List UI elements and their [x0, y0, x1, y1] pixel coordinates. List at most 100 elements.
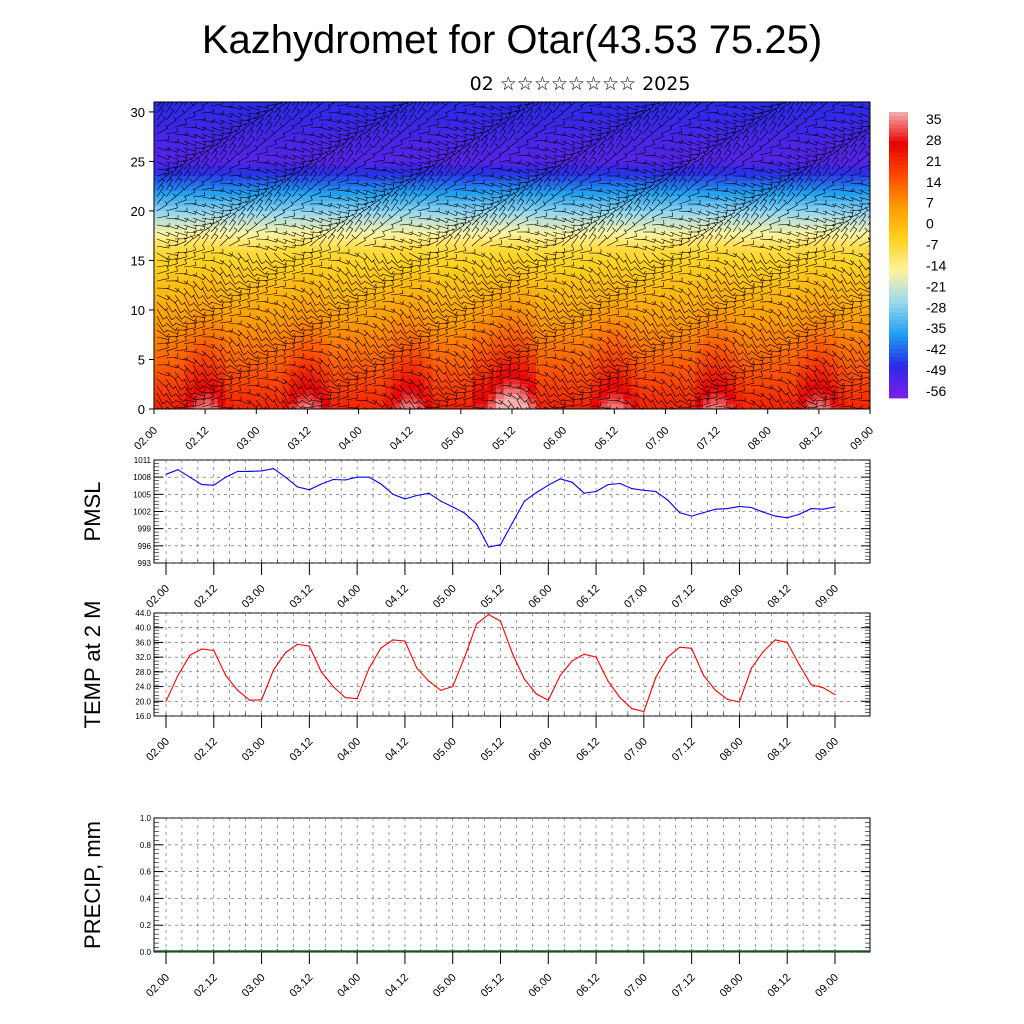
field-cell: [185, 285, 195, 291]
field-cell: [456, 151, 465, 158]
field-cell: [687, 102, 696, 108]
field-cell: [480, 220, 489, 227]
field-cell: [830, 245, 839, 252]
field-cell: [694, 290, 704, 296]
field-cell: [591, 300, 601, 306]
field-cell: [527, 136, 537, 143]
field-cell: [249, 280, 259, 286]
field-cell: [392, 181, 402, 187]
field-cell: [575, 131, 585, 138]
field-cell: [512, 339, 521, 346]
field-cell: [265, 136, 274, 143]
field-cell: [559, 220, 569, 227]
field-cell: [679, 329, 688, 336]
field-cell: [543, 260, 553, 266]
field-cell: [798, 270, 807, 276]
field-cell: [504, 265, 513, 271]
field-cell: [655, 220, 664, 227]
field-cell: [313, 225, 322, 232]
field-cell: [615, 240, 624, 247]
field-cell: [488, 300, 497, 306]
field-cell: [599, 131, 609, 138]
field-cell: [726, 230, 736, 237]
field-cell: [273, 295, 282, 301]
field-cell: [384, 111, 394, 118]
field-cell: [201, 374, 211, 380]
field-cell: [360, 102, 370, 108]
field-cell: [209, 181, 219, 187]
field-cell: [559, 126, 569, 133]
field-cell: [854, 240, 863, 247]
field-cell: [814, 176, 823, 182]
field-cell: [535, 245, 545, 252]
field-cell: [726, 210, 736, 217]
field-cell: [249, 324, 259, 331]
field-cell: [718, 245, 728, 252]
field-cell: [806, 111, 815, 118]
field-cell: [774, 240, 784, 247]
field-cell: [154, 260, 163, 266]
field-cell: [512, 314, 521, 321]
field-cell: [297, 136, 306, 143]
field-cell: [687, 191, 696, 197]
field-cell: [313, 205, 322, 212]
field-cell: [265, 329, 274, 336]
field-cell: [352, 220, 362, 227]
field-cell: [583, 250, 593, 257]
field-cell: [225, 300, 235, 306]
field-cell: [424, 116, 434, 123]
field-cell: [281, 319, 290, 326]
field-cell: [154, 349, 163, 356]
field-cell: [854, 156, 863, 163]
field-cell: [456, 116, 465, 123]
field-cell: [519, 319, 529, 326]
field-cell: [305, 171, 314, 177]
field-cell: [631, 171, 640, 177]
field-cell: [687, 181, 696, 187]
field-cell: [551, 210, 561, 217]
field-cell: [782, 319, 792, 326]
field-cell: [297, 196, 306, 202]
field-cell: [360, 141, 370, 148]
field-cell: [702, 235, 712, 242]
field-cell: [392, 300, 402, 306]
field-cell: [472, 235, 481, 242]
field-cell: [679, 245, 688, 252]
field-cell: [225, 230, 235, 237]
field-cell: [567, 205, 577, 212]
field-cell: [591, 339, 601, 346]
field-cell: [862, 280, 870, 286]
field-cell: [440, 111, 449, 118]
field-cell: [758, 319, 768, 326]
field-cell: [639, 102, 648, 108]
field-cell: [360, 354, 370, 361]
field-cell: [281, 156, 290, 163]
field-cell: [233, 205, 243, 212]
field-cell: [862, 334, 870, 341]
field-cell: [758, 300, 768, 306]
field-cell: [575, 215, 585, 222]
field-cell: [774, 196, 784, 202]
field-cell: [400, 344, 410, 351]
field-cell: [225, 146, 235, 153]
field-cell: [718, 220, 728, 227]
field-cell: [623, 126, 632, 133]
field-cell: [185, 334, 195, 341]
field-cell: [702, 176, 712, 182]
field-cell: [384, 270, 394, 276]
field-cell: [607, 280, 617, 286]
field-cell: [376, 305, 386, 311]
field-cell: [750, 280, 760, 286]
field-cell: [249, 270, 259, 276]
field-cell: [806, 126, 815, 133]
field-cell: [798, 131, 807, 138]
field-cell: [289, 319, 298, 326]
field-cell: [305, 166, 314, 172]
field-cell: [177, 186, 187, 192]
field-cell: [400, 280, 410, 286]
field-cell: [846, 156, 855, 163]
field-cell: [384, 225, 394, 232]
field-cell: [273, 225, 282, 232]
field-cell: [344, 171, 354, 177]
field-cell: [201, 290, 211, 296]
